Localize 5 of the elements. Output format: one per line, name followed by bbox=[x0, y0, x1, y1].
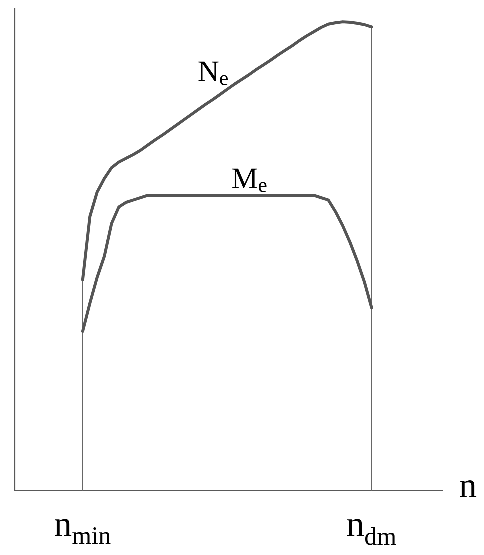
series-label: M$_{e}$ bbox=[232, 168, 267, 192]
series-label: N$_{e}$ bbox=[198, 62, 228, 86]
x-axis-title: n bbox=[460, 480, 477, 498]
x-tick-label: n$_{dm}$ bbox=[347, 519, 396, 546]
x-tick-label: n$_{min}$ bbox=[55, 519, 111, 544]
